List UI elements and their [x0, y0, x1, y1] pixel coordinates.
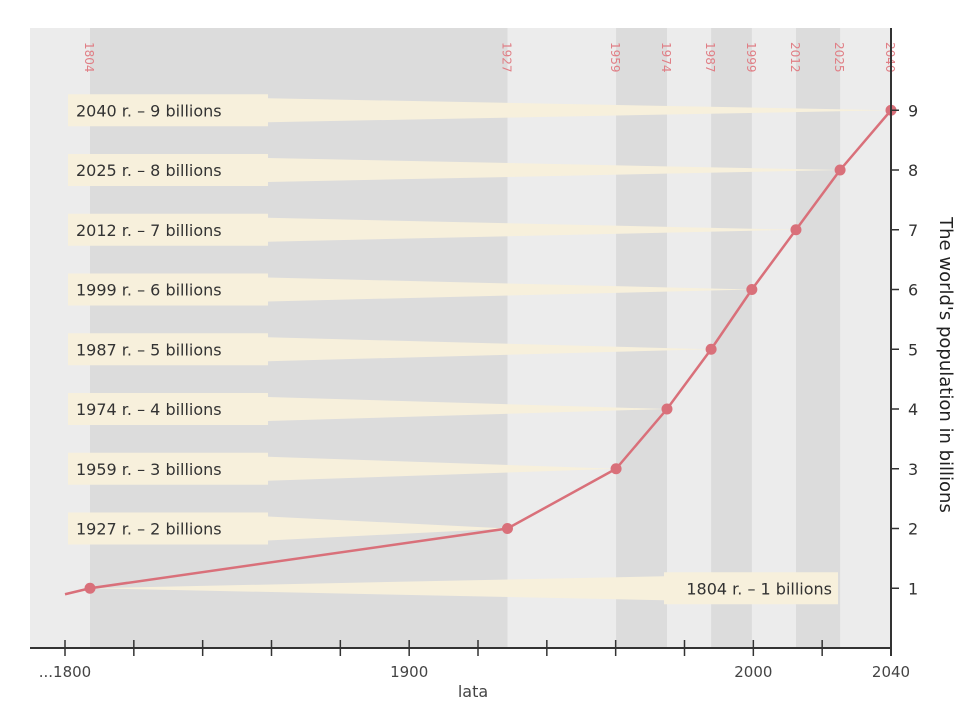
population-line	[64, 109, 892, 596]
callout-pointer	[268, 456, 617, 481]
y-axis-title: The world's population in billions	[935, 216, 956, 513]
shaded-band	[616, 28, 667, 648]
callout-box	[68, 393, 268, 425]
year-marker-label: 2025	[832, 42, 846, 73]
year-marker-label: 1974	[659, 42, 673, 73]
callout-pointer	[268, 397, 667, 421]
point-label: 1959 r. – 3 billions	[76, 460, 222, 479]
y-tick-label: 8	[908, 161, 918, 180]
data-point	[834, 164, 846, 176]
callout-box	[68, 452, 268, 485]
x-tick-label: 1900	[390, 663, 428, 681]
x-tick-label: 2040	[872, 663, 910, 681]
point-label: 2025 r. – 8 billions	[76, 161, 222, 180]
data-point	[705, 343, 717, 355]
year-marker-label: 1999	[744, 42, 758, 73]
callout-pointer	[268, 277, 752, 302]
data-point	[501, 523, 513, 534]
callout-box	[68, 333, 268, 366]
callout-box	[68, 94, 268, 127]
y-tick-label: 1	[908, 579, 918, 598]
year-marker-label: 1927	[499, 42, 513, 73]
y-tick-label: 4	[908, 400, 918, 419]
data-point	[661, 403, 673, 415]
x-tick-label: ...1800	[39, 663, 91, 681]
y-tick-label: 6	[908, 281, 918, 300]
shaded-band	[795, 28, 841, 648]
callout-pointer	[268, 337, 712, 362]
y-tick-label: 3	[908, 460, 918, 479]
y-tick-label: 2	[908, 520, 918, 539]
y-tick-label: 7	[908, 221, 918, 240]
point-label: 1999 r. – 6 billions	[76, 281, 222, 300]
callout-box	[68, 512, 268, 545]
data-point	[746, 284, 758, 295]
data-point	[610, 463, 622, 475]
callout-box	[68, 273, 268, 306]
point-label: 1987 r. – 5 billions	[76, 340, 222, 359]
y-tick-label: 5	[908, 340, 918, 359]
year-marker-label: 1959	[608, 42, 622, 73]
point-label: 2040 r. – 9 billions	[76, 101, 222, 120]
x-axis-title: lata	[458, 682, 488, 701]
shaded-band	[711, 28, 752, 648]
data-point	[84, 582, 96, 594]
callout-box	[68, 213, 268, 246]
callout-box	[664, 572, 838, 605]
point-label: 1804 r. – 1 billions	[686, 579, 832, 598]
year-marker-label: 1804	[82, 42, 96, 73]
callout-pointer	[90, 576, 664, 601]
callout-pointer	[268, 158, 841, 182]
callout-pointer	[268, 516, 508, 541]
callout-box	[68, 154, 268, 186]
point-label: 2012 r. – 7 billions	[76, 221, 222, 240]
year-marker-label: 2012	[788, 42, 802, 73]
x-tick-label: 2000	[734, 663, 772, 681]
point-label: 1927 r. – 2 billions	[76, 520, 222, 539]
year-marker-label: 1987	[703, 42, 717, 73]
data-point	[790, 224, 802, 236]
y-tick-label: 9	[908, 101, 918, 120]
callout-pointer	[268, 217, 796, 242]
point-label: 1974 r. – 4 billions	[76, 400, 222, 419]
callout-pointer	[268, 98, 891, 123]
